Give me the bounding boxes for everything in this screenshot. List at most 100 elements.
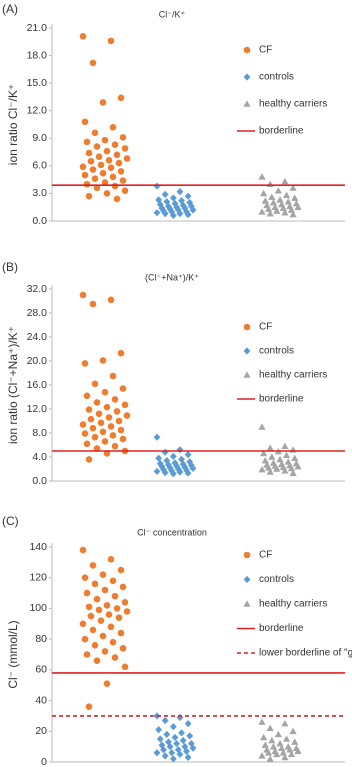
- data-point: [168, 467, 176, 475]
- data-point: [107, 623, 115, 631]
- data-point: [176, 468, 184, 476]
- data-point: [287, 206, 296, 213]
- data-point: [258, 173, 266, 180]
- y-axis-label: ion ratio (Cl⁻+Na⁺)/K⁺: [6, 326, 20, 444]
- data-point: [119, 385, 127, 392]
- data-point: [184, 451, 192, 459]
- data-point: [163, 198, 171, 206]
- data-point: [93, 143, 101, 150]
- data-point: [119, 177, 127, 184]
- legend-label: healthy carriers: [259, 99, 327, 110]
- data-point: [289, 727, 297, 735]
- legend-marker: [243, 323, 251, 331]
- data-point: [273, 207, 281, 214]
- data-point: [281, 753, 289, 761]
- data-point: [103, 190, 111, 197]
- data-point: [105, 611, 113, 618]
- y-tick-label: 80: [35, 633, 47, 645]
- data-point: [186, 458, 194, 466]
- panel-label: (A): [2, 2, 18, 16]
- data-point: [85, 703, 93, 711]
- data-point: [281, 177, 289, 185]
- data-point: [107, 296, 115, 304]
- data-point: [264, 749, 273, 756]
- data-point: [83, 589, 91, 597]
- data-point: [95, 410, 103, 418]
- data-point: [123, 155, 131, 162]
- data-point: [91, 641, 99, 649]
- data-point: [105, 414, 113, 421]
- data-point: [83, 392, 91, 400]
- data-point: [161, 210, 169, 218]
- data-point: [89, 300, 97, 308]
- data-point: [261, 457, 269, 464]
- data-point: [119, 134, 127, 141]
- data-point: [161, 469, 169, 477]
- data-point: [81, 360, 89, 367]
- data-point: [181, 204, 189, 212]
- data-point: [81, 574, 89, 582]
- data-point: [111, 182, 119, 190]
- data-point: [291, 738, 299, 745]
- data-point: [111, 654, 119, 661]
- data-point: [266, 724, 274, 732]
- y-tick-label: 9.0: [32, 132, 47, 144]
- data-point: [107, 37, 115, 45]
- data-point: [89, 59, 97, 67]
- data-point: [181, 743, 189, 751]
- data-point: [184, 720, 192, 728]
- data-point: [93, 595, 101, 603]
- data-point: [83, 180, 91, 188]
- data-point: [99, 357, 107, 364]
- data-point: [83, 138, 91, 146]
- y-tick-label: 12.0: [27, 104, 48, 116]
- legend-label: healthy carriers: [259, 370, 327, 381]
- data-point: [260, 733, 268, 741]
- data-point: [117, 426, 125, 434]
- legend-label: controls: [259, 574, 294, 585]
- data-point: [117, 349, 125, 357]
- chart-title: Cl⁻/K⁺: [159, 9, 186, 19]
- legend-marker: [243, 347, 251, 355]
- legend-label: healthy carriers: [259, 599, 327, 610]
- data-point: [161, 752, 169, 760]
- data-point: [91, 580, 99, 588]
- data-point: [99, 571, 107, 578]
- data-point: [171, 733, 179, 742]
- data-point: [156, 200, 164, 209]
- data-point: [119, 645, 127, 652]
- legend-label: CF: [259, 550, 272, 561]
- data-point: [121, 598, 129, 606]
- y-tick-label: 20: [35, 725, 47, 737]
- data-point: [85, 603, 93, 611]
- data-point: [85, 149, 93, 157]
- data-point: [79, 163, 87, 171]
- data-point: [123, 412, 131, 419]
- y-tick-label: 24.0: [27, 331, 48, 343]
- data-point: [109, 577, 117, 585]
- data-point: [107, 555, 115, 563]
- data-point: [174, 746, 182, 754]
- data-point: [99, 428, 107, 436]
- chart-title: Cl⁻ concentration: [137, 527, 207, 537]
- y-tick-label: 0.0: [32, 215, 47, 227]
- data-point: [81, 635, 89, 643]
- data-point: [109, 638, 117, 646]
- data-point: [187, 202, 195, 210]
- y-tick-label: 32.0: [27, 283, 48, 295]
- y-tick-label: 0: [41, 756, 47, 767]
- data-point: [113, 605, 121, 612]
- chart-title: (Cl⁻+Na⁺)/K⁺: [145, 272, 199, 282]
- data-point: [117, 168, 125, 175]
- data-point: [276, 455, 284, 463]
- data-point: [99, 99, 107, 106]
- data-point: [119, 435, 127, 443]
- data-point: [119, 583, 127, 591]
- legend-marker: [243, 600, 251, 607]
- data-point: [79, 546, 87, 554]
- data-point: [155, 726, 163, 734]
- data-point: [121, 663, 129, 671]
- data-point: [176, 446, 184, 454]
- data-point: [93, 399, 101, 406]
- legend-label: borderline: [259, 623, 304, 634]
